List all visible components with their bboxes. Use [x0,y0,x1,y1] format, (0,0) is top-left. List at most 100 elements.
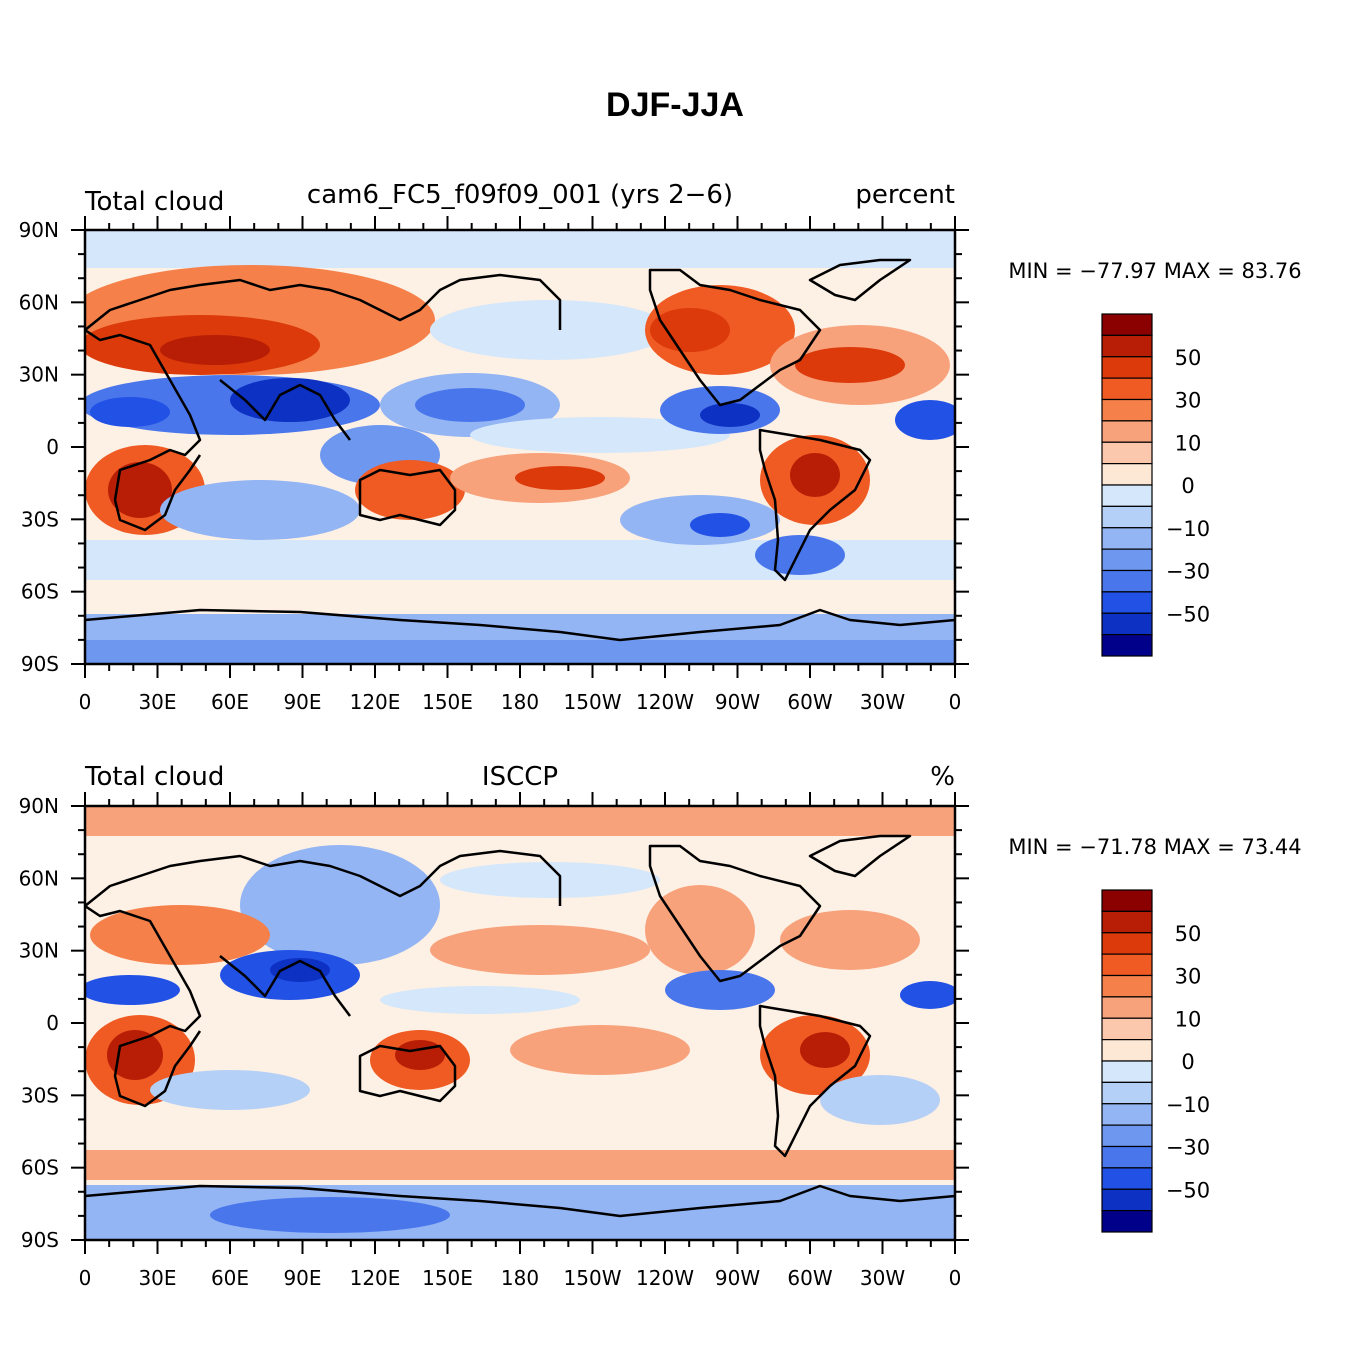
colorbar-swatch [1101,591,1153,614]
panel-center-title: cam6_FC5_f09f09_001 (yrs 2−6) [307,180,733,210]
colorbar-swatch [1101,889,1153,912]
lon-tick-label: 150E [422,690,473,714]
colorbar-swatch [1101,932,1153,955]
lat-tick-label: 30S [21,507,59,531]
colorbar-swatch [1101,910,1153,934]
lat-tick-label: 60N [19,290,59,314]
lat-tick-label: 30N [19,939,59,963]
colorbar-swatch [1101,996,1153,1019]
colorbar-swatch [1101,974,1153,998]
colorbar-label: −50 [1166,602,1210,626]
lon-tick-label: 180 [501,1266,539,1290]
colorbar-swatch [1101,1017,1153,1041]
lon-tick-label: 30W [860,1266,905,1290]
colorbar-swatch [1101,441,1153,465]
lat-tick-label: 30N [19,363,59,387]
lon-tick-label: 60W [787,690,832,714]
colorbar-swatch [1101,1210,1153,1233]
lon-tick-label: 150W [564,690,622,714]
colorbar-swatch [1101,527,1153,550]
lon-axis-labels: 0 30E 60E 90E 120E 150E 180 150W 120W 90W 60W 30W 0 [79,1266,962,1290]
colorbar-swatch [1101,612,1153,636]
colorbar-swatch [1101,334,1153,358]
lon-tick-label: 90E [283,690,321,714]
colorbar-swatch [1101,463,1153,486]
colorbar: 50 30 10 0 −10 −30 −50 [1101,313,1210,657]
lon-tick-label: 120E [350,690,401,714]
lon-tick-label: 90E [283,1266,321,1290]
panel-right-title: % [930,762,955,792]
lon-tick-label: 30W [860,690,905,714]
colorbar-label: 50 [1175,346,1202,370]
cloud-difference-field [85,230,955,664]
lon-tick-label: 180 [501,690,539,714]
lon-tick-label: 0 [949,1266,962,1290]
colorbar-swatch [1101,356,1153,379]
main-title: DJF-JJA [606,86,744,124]
lat-tick-label: 0 [46,1011,59,1035]
colorbar-swatch [1101,1145,1153,1169]
colorbar: 50 30 10 0 −10 −30 −50 [1101,889,1210,1233]
lat-axis-labels: 90N 60N 30N 0 30S 60S 90S [19,218,59,676]
colorbar-label: 50 [1175,922,1202,946]
colorbar-label: 10 [1175,1007,1202,1031]
lon-tick-label: 150E [422,1266,473,1290]
lon-tick-label: 120W [636,1266,694,1290]
colorbar-label: −10 [1166,1093,1210,1117]
stats-text: MIN = −71.78 MAX = 73.44 [1008,835,1301,859]
colorbar-label: −50 [1166,1178,1210,1202]
lon-tick-label: 60W [787,1266,832,1290]
colorbar-swatch [1101,1103,1153,1126]
colorbar-swatch [1101,505,1153,529]
lat-tick-label: 90N [19,794,59,818]
lon-axis-labels: 0 30E 60E 90E 120E 150E 180 150W 120W 90W 60W 30W 0 [79,690,962,714]
colorbar-label: −10 [1166,517,1210,541]
lat-tick-label: 90S [21,652,59,676]
colorbar-label: 30 [1175,389,1202,413]
panel-left-title: Total cloud [84,187,224,217]
lon-tick-label: 120E [350,1266,401,1290]
panel-center-title: ISCCP [482,762,558,792]
lon-tick-label: 30E [138,1266,176,1290]
lat-tick-label: 0 [46,435,59,459]
colorbar-swatch [1101,377,1153,401]
lon-tick-label: 60E [211,1266,249,1290]
colorbar-swatch [1101,548,1153,572]
lon-tick-label: 0 [79,690,92,714]
coastlines [85,258,955,642]
lat-tick-label: 90S [21,1228,59,1252]
colorbar-swatch [1101,1124,1153,1148]
lat-axis-labels: 90N 60N 30N 0 30S 60S 90S [19,794,59,1252]
colorbar-swatch [1101,1039,1153,1062]
lon-tick-label: 30E [138,690,176,714]
colorbar-label: 0 [1181,1050,1194,1074]
colorbar-swatch [1101,398,1153,422]
stats-text: MIN = −77.97 MAX = 83.76 [1008,259,1301,283]
lat-tick-label: 60S [21,580,59,604]
lon-tick-label: 120W [636,690,694,714]
colorbar-swatch [1101,420,1153,443]
panel-obs: Total cloud ISCCP % [19,762,1302,1290]
lon-tick-label: 150W [564,1266,622,1290]
colorbar-label: −30 [1166,1136,1210,1160]
colorbar-swatch [1101,953,1153,977]
panel-model: Total cloud cam6_FC5_f09f09_001 (yrs 2−6… [19,180,1302,714]
lon-tick-label: 0 [949,690,962,714]
lat-tick-label: 60N [19,866,59,890]
colorbar-swatch [1101,1188,1153,1212]
lon-tick-label: 60E [211,690,249,714]
lat-tick-label: 60S [21,1156,59,1180]
axis-ticks [71,792,969,1254]
colorbar-label: 10 [1175,431,1202,455]
colorbar-swatch [1101,634,1153,657]
colorbar-label: 30 [1175,965,1202,989]
colorbar-label: 0 [1181,474,1194,498]
colorbar-swatch [1101,1060,1153,1083]
lat-tick-label: 90N [19,218,59,242]
lon-tick-label: 90W [715,690,760,714]
lon-tick-label: 0 [79,1266,92,1290]
colorbar-swatch [1101,1081,1153,1105]
coastlines [85,834,955,1218]
axis-ticks [71,216,969,678]
